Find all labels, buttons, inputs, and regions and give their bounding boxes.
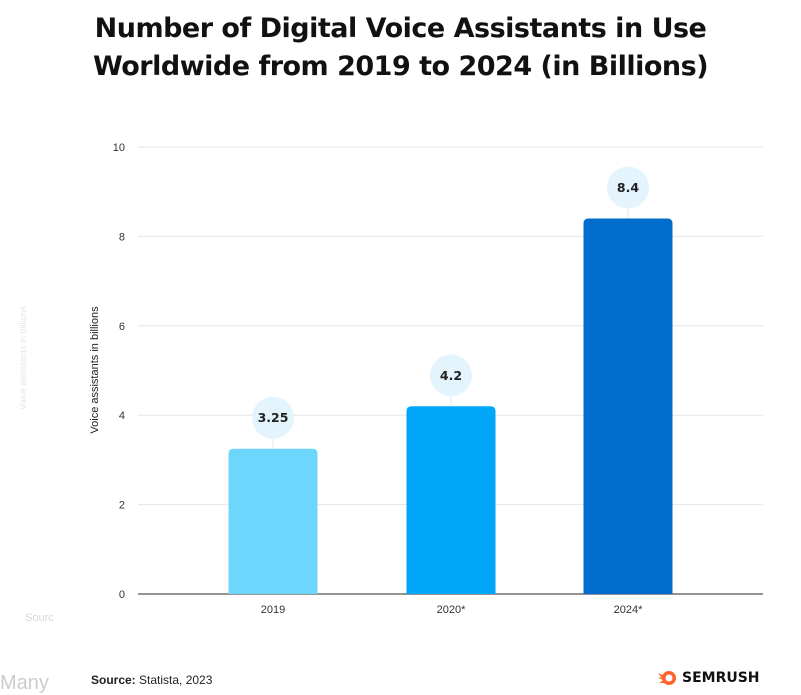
source-note: Source: Statista, 2023 bbox=[91, 673, 212, 687]
bar-2020 bbox=[406, 406, 496, 594]
semrush-flame-icon bbox=[658, 671, 676, 685]
source-label: Source: bbox=[91, 673, 136, 687]
x-tick-label: 2020* bbox=[437, 604, 466, 616]
data-label: 4.2 bbox=[440, 368, 462, 383]
bar-2019 bbox=[228, 448, 318, 594]
y-tick-label: 8 bbox=[119, 231, 125, 243]
title-line-1: Number of Digital Voice Assistants in Us… bbox=[94, 13, 707, 44]
semrush-logo: SEMRUSH bbox=[658, 670, 760, 686]
data-label: 8.4 bbox=[617, 180, 639, 195]
data-label-bubble bbox=[430, 354, 472, 397]
data-label: 3.25 bbox=[258, 410, 289, 425]
y-tick-label: 6 bbox=[119, 321, 125, 333]
background-source-fragment: Sourc bbox=[25, 612, 54, 624]
source-text: Statista, 2023 bbox=[135, 673, 213, 687]
data-label-bubble bbox=[252, 396, 294, 439]
x-tick-label: 2019 bbox=[261, 604, 285, 616]
chart-title: Number of Digital Voice Assistants in Us… bbox=[0, 10, 801, 86]
y-tick-label: 0 bbox=[119, 589, 125, 601]
data-label-bubble bbox=[607, 166, 649, 209]
y-tick-label: 10 bbox=[113, 142, 125, 154]
y-tick-label: 4 bbox=[119, 410, 125, 422]
x-tick-label: 2024* bbox=[614, 604, 643, 616]
y-tick-label: 2 bbox=[119, 500, 125, 512]
y-axis-label: Voice assistants in billions bbox=[89, 306, 101, 434]
title-line-2: Worldwide from 2019 to 2024 (in Billions… bbox=[92, 51, 709, 82]
brand-name: SEMRUSH bbox=[682, 670, 760, 686]
bar-2024 bbox=[583, 218, 673, 594]
background-text-fragment: Many bbox=[0, 672, 49, 694]
